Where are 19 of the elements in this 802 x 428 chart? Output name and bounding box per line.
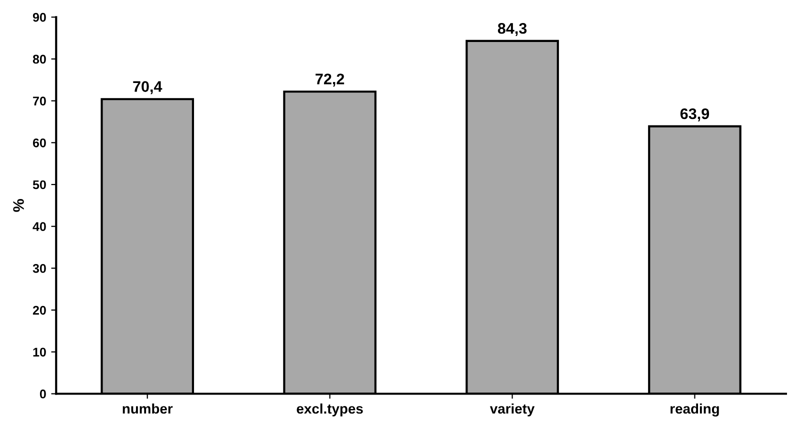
x-tick-label: variety [490, 403, 535, 416]
y-tick-label: 60 [32, 138, 46, 148]
y-tick-label: 70 [33, 96, 46, 106]
y-tick-label: 30 [32, 264, 46, 273]
y-tick-label: 80 [32, 54, 46, 64]
y-tick-label: 10 [33, 348, 46, 357]
y-tick-label: 40 [32, 222, 46, 232]
data-label: 70,4 [133, 81, 162, 94]
data-label: 84,3 [498, 22, 527, 36]
y-tick-label: 0 [40, 390, 46, 398]
y-tick-label: 50 [32, 180, 46, 190]
data-label: 72,2 [316, 74, 344, 87]
x-tick-label: excl.types [296, 403, 363, 416]
y-axis-title: % [13, 199, 24, 212]
x-tick-label: number [122, 403, 173, 414]
y-tick-label: 20 [32, 306, 46, 315]
x-tick-label: reading [670, 403, 719, 416]
y-tick-label: 90 [32, 12, 46, 22]
data-label: 63,9 [680, 108, 710, 122]
